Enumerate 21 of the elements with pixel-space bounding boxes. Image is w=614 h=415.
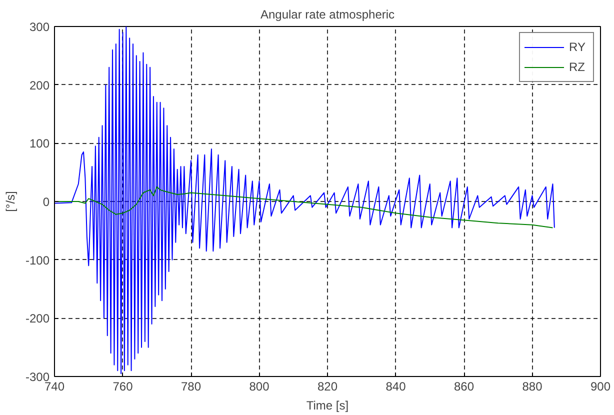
chart-title: Angular rate atmospheric — [260, 8, 395, 22]
x-axis-title: Time [s] — [306, 398, 349, 412]
y-tick-label: 200 — [29, 78, 50, 92]
x-tick-label: 860 — [454, 380, 474, 394]
x-tick-label: 840 — [386, 380, 406, 394]
y-tick-label: 0 — [42, 195, 50, 209]
y-tick-label: -200 — [25, 312, 50, 326]
x-tick-label: 820 — [317, 380, 338, 394]
x-tick-label: 780 — [180, 380, 202, 394]
x-tick-label: 800 — [249, 380, 270, 394]
legend-label: RZ — [569, 60, 586, 74]
y-tick-label: -100 — [25, 253, 50, 268]
x-tick-label: 740 — [44, 380, 65, 394]
x-tick-label: 760 — [112, 380, 134, 394]
y-tick-label: 300 — [29, 20, 50, 34]
x-tick-label: 900 — [590, 380, 611, 394]
x-tick-label: 880 — [522, 380, 543, 394]
y-axis-title: [°/s] — [3, 191, 18, 212]
y-tick-label: 100 — [29, 136, 50, 151]
legend-label: RY — [569, 40, 586, 54]
line-series — [54, 26, 555, 374]
